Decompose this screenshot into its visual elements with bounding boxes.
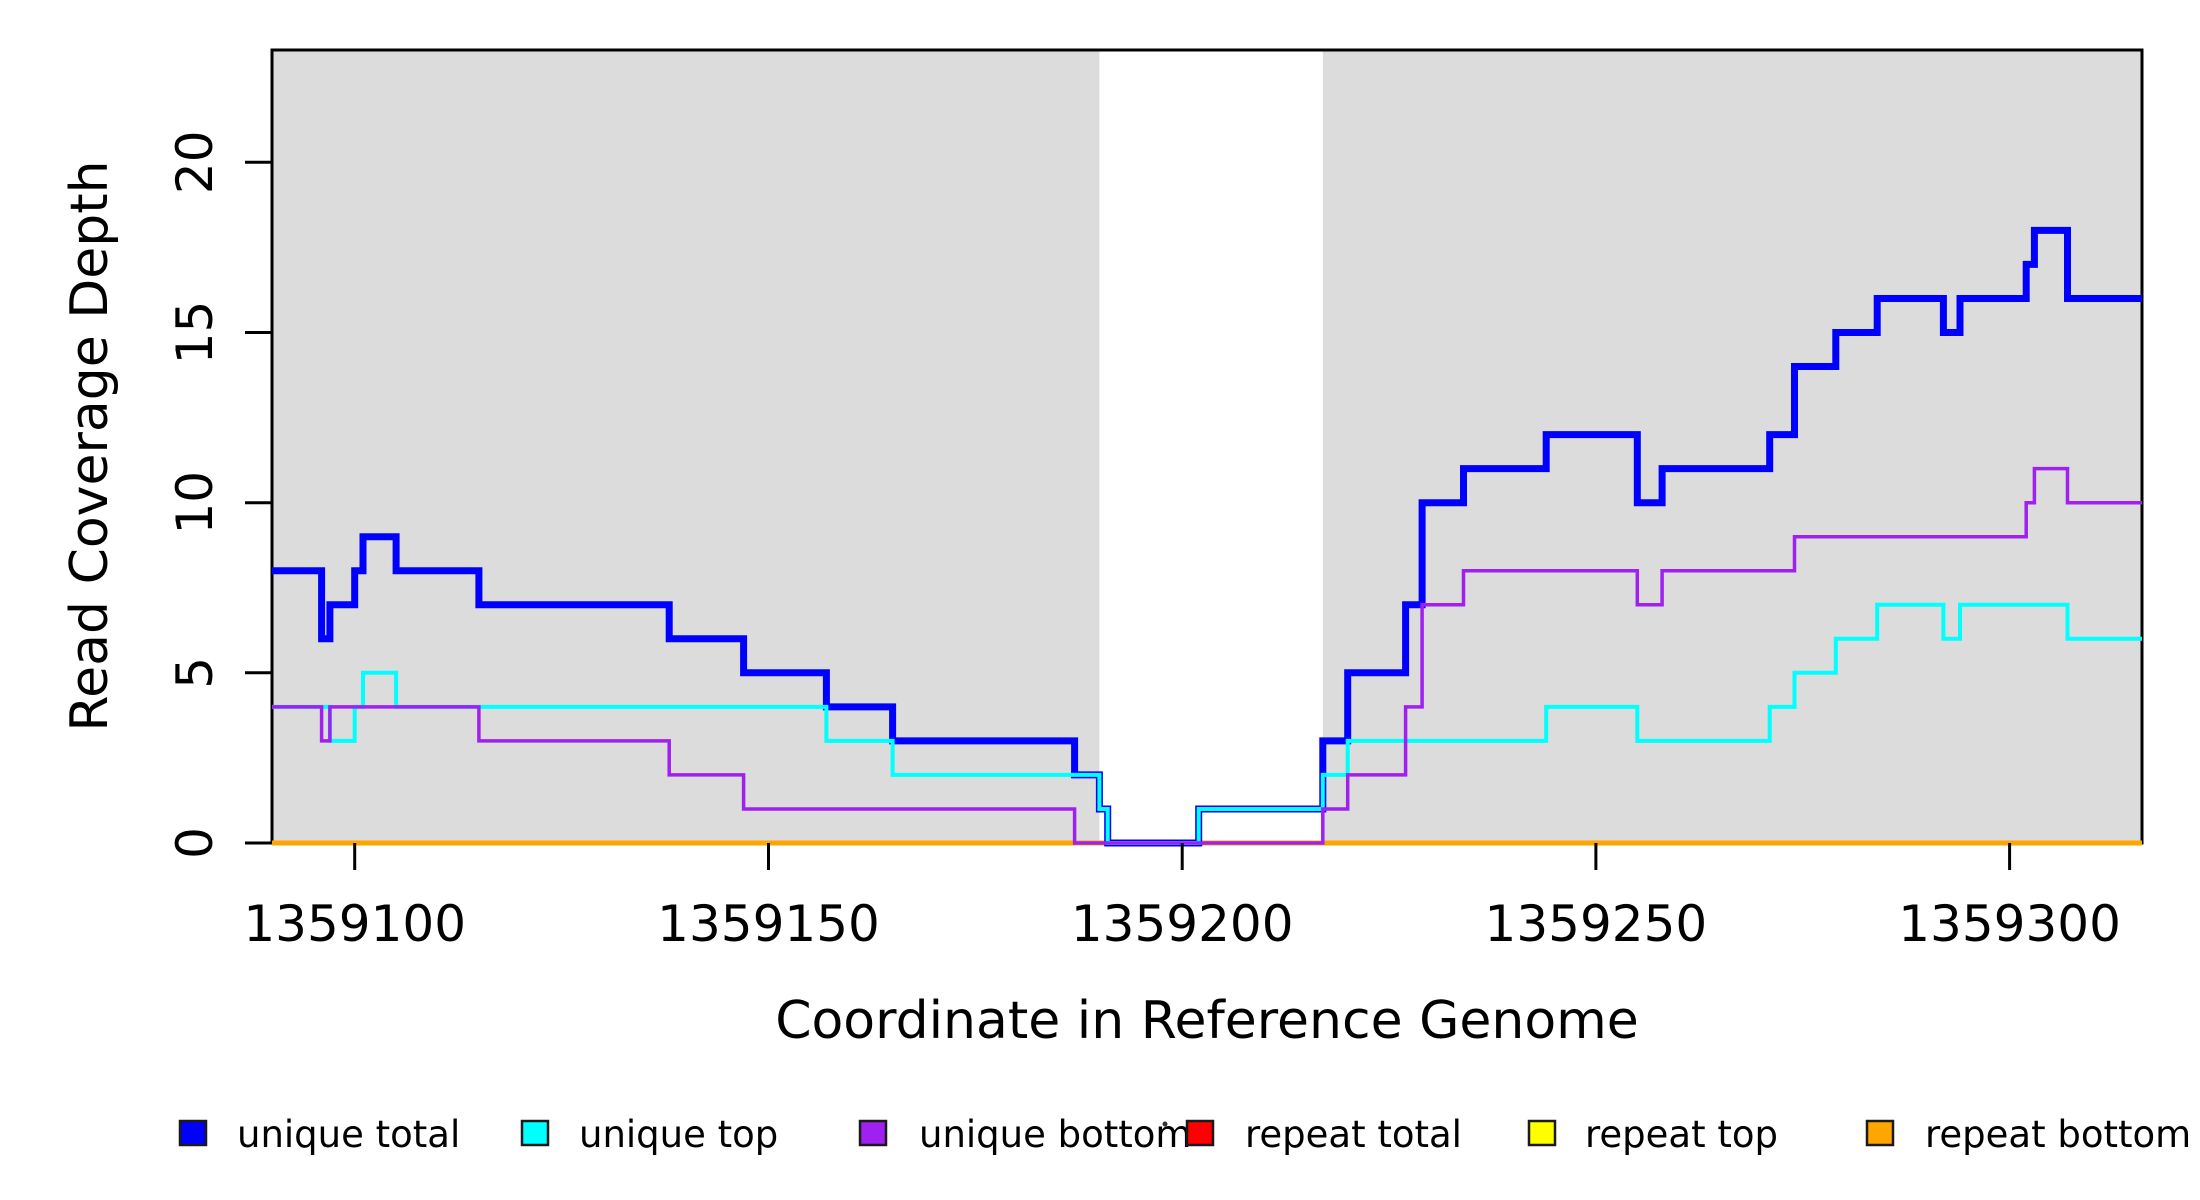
legend-label-repeat-total: repeat total xyxy=(1245,1113,1462,1156)
x-tick-label: 1359250 xyxy=(1485,895,1708,953)
legend-label-unique-total: unique total xyxy=(237,1113,460,1156)
axes-layer: 1359100 1359150 1359200 1359250 1359300 0 5 10 1… xyxy=(166,130,2121,953)
legend-label-unique-top: unique top xyxy=(579,1113,778,1156)
y-tick-label: 5 xyxy=(166,657,224,689)
legend-swatch-unique-total xyxy=(178,1119,208,1147)
legend-item-repeat-bottom: repeat bottom xyxy=(1865,1113,2191,1156)
legend-swatch-unique-top xyxy=(520,1119,550,1147)
legend-item-unique-total: unique total xyxy=(178,1113,460,1156)
legend: unique total unique top unique bottom repea… xyxy=(178,1113,2191,1156)
y-tick-label: 20 xyxy=(166,130,224,194)
legend-label-repeat-bottom: repeat bottom xyxy=(1925,1113,2191,1156)
legend-label-unique-bottom: unique bottom xyxy=(919,1113,1191,1156)
x-tick-label: 1359150 xyxy=(657,895,880,953)
tiny-dot-artifact xyxy=(1162,1121,1168,1127)
y-tick-label: 0 xyxy=(166,827,224,859)
legend-swatch-unique-bottom xyxy=(858,1119,888,1147)
legend-item-unique-top: unique top xyxy=(520,1113,778,1156)
series-unique-bottom xyxy=(272,466,2142,845)
y-axis-title: Read Coverage Depth xyxy=(60,160,120,731)
x-axis-title: Coordinate in Reference Genome xyxy=(775,991,1639,1051)
series-unique-top xyxy=(272,602,2142,845)
legend-item-repeat-total: repeat total xyxy=(1185,1113,1462,1156)
legend-item-unique-bottom: unique bottom xyxy=(858,1113,1191,1156)
legend-label-repeat-top: repeat top xyxy=(1585,1113,1778,1156)
legend-swatch-repeat-top xyxy=(1527,1119,1557,1147)
shaded-regions-layer xyxy=(272,50,2142,843)
series-unique-total xyxy=(272,226,2142,847)
shaded-region xyxy=(272,50,1100,843)
series-layer xyxy=(272,226,2142,847)
y-tick-label: 10 xyxy=(166,471,224,535)
x-tick-label: 1359200 xyxy=(1071,895,1294,953)
shaded-region xyxy=(1322,50,2142,843)
x-tick-label: 1359100 xyxy=(243,895,466,953)
x-tick-label: 1359300 xyxy=(1898,895,2121,953)
legend-item-repeat-top: repeat top xyxy=(1527,1113,1778,1156)
legend-swatch-repeat-bottom xyxy=(1865,1119,1895,1147)
legend-swatch-repeat-total xyxy=(1185,1119,1215,1147)
y-tick-label: 15 xyxy=(166,301,224,365)
